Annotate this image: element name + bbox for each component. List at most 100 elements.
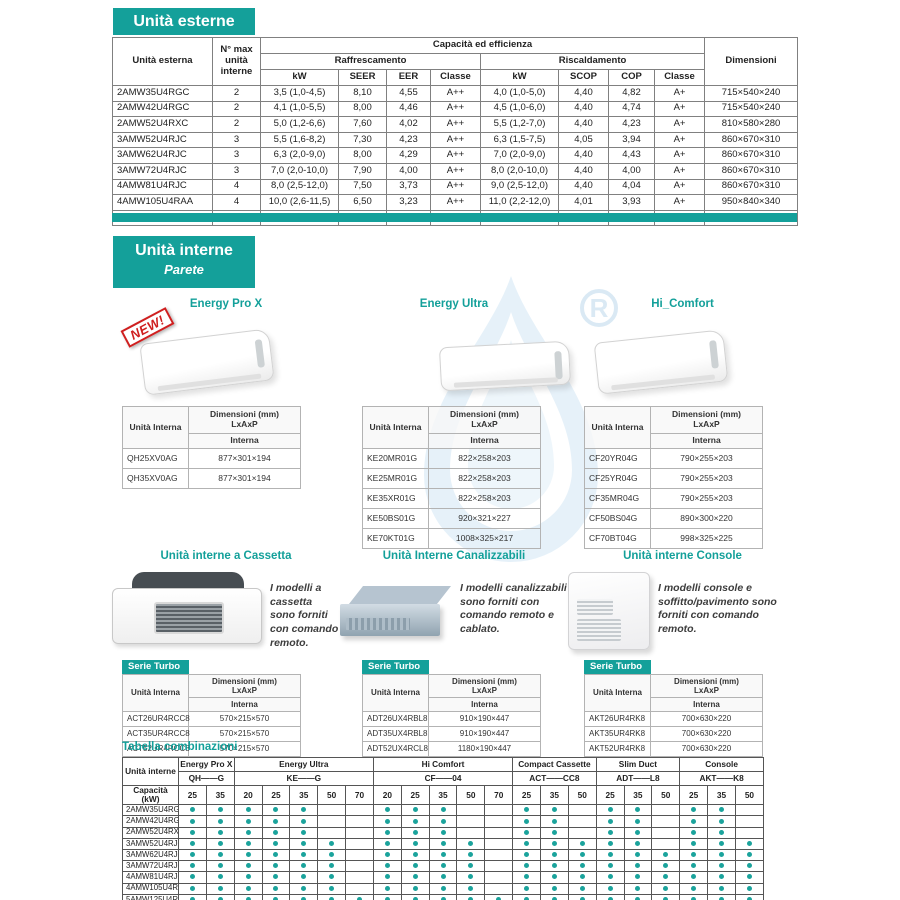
compatibility-dot	[691, 874, 697, 880]
compatibility-dot	[245, 852, 251, 858]
indoor-section-column: Unità interne a Cassetta I modelli a cas…	[112, 550, 340, 772]
indoor-model-code: CF25YR04G	[584, 468, 651, 489]
comb-cell	[707, 837, 736, 851]
compatibility-dot	[384, 874, 390, 880]
comb-cell	[734, 848, 765, 862]
outdoor-value: 3,93	[608, 194, 655, 211]
compatibility-dot	[273, 885, 279, 891]
comb-group-name: Energy Ultra	[233, 757, 374, 772]
outdoor-value: 4,1 (1,0-5,5)	[260, 100, 339, 118]
comb-capacity-size: 35	[707, 784, 736, 806]
comb-cell	[205, 804, 235, 817]
compatibility-dot	[579, 840, 585, 846]
comb-cell	[428, 893, 458, 900]
outdoor-section-badge: Unità esterne	[113, 8, 255, 35]
compatibility-dot	[384, 818, 390, 824]
comb-cell	[567, 848, 597, 862]
comb-cell	[428, 815, 458, 828]
compatibility-dot	[635, 818, 641, 824]
outdoor-value: 3	[212, 162, 261, 180]
indoor-model-code: ADT52UX4RCL8	[362, 741, 429, 757]
compatibility-dot	[635, 896, 641, 900]
comb-cell	[233, 804, 263, 817]
compatibility-dot	[524, 829, 530, 835]
outdoor-value: 715×540×240	[704, 100, 799, 118]
col-subheader: EER	[386, 69, 431, 86]
outdoor-value: A++	[430, 194, 481, 211]
combination-row: 2AMW42U4RGC	[122, 815, 765, 828]
comb-cell	[400, 893, 430, 900]
spec-col-dimensions: Dimensioni (mm) LxAxP	[428, 674, 541, 698]
comb-cell	[707, 882, 736, 895]
compatibility-dot	[412, 885, 418, 891]
indoor-dimensions: 822×258×203	[428, 468, 541, 489]
comb-cell	[679, 826, 709, 839]
comb-capacity-size: 35	[289, 784, 319, 806]
comb-cell	[233, 837, 263, 851]
spec-col-dimensions: Dimensioni (mm) LxAxP	[188, 406, 301, 434]
compatibility-dot	[663, 896, 669, 900]
comb-cell	[456, 826, 486, 839]
compatibility-dot	[663, 863, 669, 869]
comb-cell	[595, 804, 625, 817]
indoor-dimensions: 822×258×203	[428, 448, 541, 469]
comb-model-code: 4AMW105U4RAA	[122, 882, 179, 895]
compatibility-dot	[468, 852, 474, 858]
wall-unit-column: Energy Ultra Unità Interna Dimensioni (m…	[340, 298, 572, 549]
comb-cell	[205, 860, 235, 873]
indoor-model-code: QH35XV0AG	[122, 468, 189, 489]
energy-pro-x-image	[139, 328, 275, 396]
combinations-table: Unità interne Energy Pro X Energy Ultra Hi …	[122, 757, 765, 900]
compatibility-dot	[329, 896, 335, 900]
indoor-dimensions: 920×321×227	[428, 508, 541, 529]
wall-unit-column: Hi_Comfort Unità Interna Dimensioni (mm)…	[568, 298, 797, 549]
compatibility-dot	[273, 896, 279, 900]
comb-cell	[651, 804, 681, 817]
comb-cell	[651, 882, 681, 895]
compatibility-dot	[245, 863, 251, 869]
col-subheader: kW	[260, 69, 339, 86]
outdoor-value: 715×540×240	[704, 85, 799, 102]
comb-cell	[345, 882, 374, 895]
indoor-unit-row: ACT52UR4RCC8 570×215×570	[122, 741, 301, 757]
compatibility-dot	[412, 896, 418, 900]
indoor-model-code: ADT26UX4RBL8	[362, 711, 429, 727]
comb-cell	[372, 804, 402, 817]
outdoor-value: 3	[212, 147, 261, 164]
outdoor-value: 6,50	[338, 194, 387, 211]
compatibility-dot	[524, 852, 530, 858]
comb-cell	[317, 860, 347, 873]
comb-cell	[484, 826, 514, 839]
outdoor-value: 5,0 (1,2-6,6)	[260, 116, 339, 133]
spec-col-interna: Interna	[428, 433, 541, 449]
comb-capacity-size: 20	[233, 784, 263, 806]
comb-cell	[512, 860, 541, 873]
spec-col-unit: Unità Interna	[122, 406, 189, 449]
indoor-dimensions: 700×630×220	[650, 711, 763, 727]
comb-cell	[595, 860, 625, 873]
comb-cell	[539, 804, 569, 817]
compatibility-dot	[635, 807, 641, 813]
comb-cell	[484, 860, 514, 873]
outdoor-value: 2	[212, 85, 261, 102]
comb-cell	[512, 837, 541, 851]
outdoor-value: 4,04	[608, 178, 655, 196]
comb-cell	[400, 815, 430, 828]
indoor-model-code: KE20MR01G	[362, 448, 429, 469]
indoor-unit-row: CF70BT04G 998×325×225	[584, 528, 763, 549]
comb-cell	[595, 871, 625, 884]
indoor-sections-row: Unità interne a Cassetta I modelli a cas…	[112, 550, 797, 772]
compatibility-dot	[607, 829, 613, 835]
combinations-title: Tabella combinazioni	[122, 741, 238, 753]
compatibility-dot	[384, 807, 390, 813]
compatibility-dot	[746, 840, 752, 846]
compatibility-dot	[635, 885, 641, 891]
compatibility-dot	[189, 896, 195, 900]
indoor-unit-row: CF35MR04G 790×255×203	[584, 488, 763, 509]
comb-cell	[456, 837, 486, 851]
comb-group-name: Energy Pro X	[178, 757, 235, 772]
compatibility-dot	[440, 885, 446, 891]
comb-cell	[623, 860, 653, 873]
wall-spec-table: Unità Interna Dimensioni (mm) LxAxP Inter…	[584, 406, 763, 549]
comb-group-code: AKT——K8	[679, 771, 764, 786]
